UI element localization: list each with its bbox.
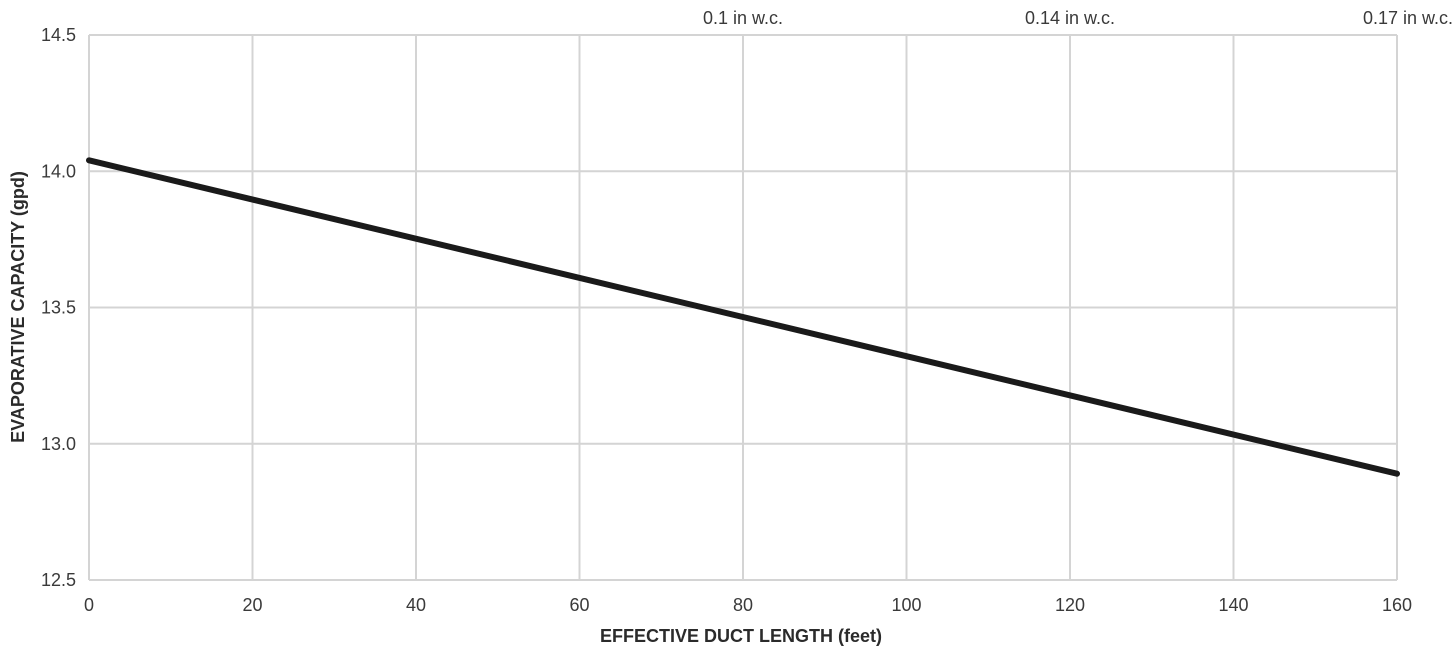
x-axis-title: EFFECTIVE DUCT LENGTH (feet) <box>600 626 882 646</box>
x-tick-label: 80 <box>733 595 753 615</box>
series-line <box>86 157 1400 477</box>
x-tick-label: 140 <box>1218 595 1248 615</box>
y-tick-label: 13.0 <box>41 434 76 454</box>
x-tick-label: 0 <box>84 595 94 615</box>
x-tick-label: 40 <box>406 595 426 615</box>
x-tick-label: 20 <box>242 595 262 615</box>
series-group <box>86 157 1400 477</box>
pressure-annotation: 0.1 in w.c. <box>703 8 783 28</box>
pressure-annotations: 0.1 in w.c. 0.14 in w.c. 0.17 in w.c. <box>703 8 1453 28</box>
y-tick-label: 14.5 <box>41 25 76 45</box>
y-tick-label: 13.5 <box>41 298 76 318</box>
y-tick-label: 14.0 <box>41 161 76 181</box>
pressure-annotation: 0.17 in w.c. <box>1363 8 1453 28</box>
y-axis-title: EVAPORATIVE CAPACITY (gpd) <box>8 171 28 443</box>
x-tick-label: 160 <box>1382 595 1412 615</box>
y-axis-ticks: 12.5 13.0 13.5 14.0 14.5 <box>41 25 76 590</box>
y-tick-label: 12.5 <box>41 570 76 590</box>
grid <box>88 34 1398 581</box>
x-axis-ticks: 0 20 40 60 80 100 120 140 160 <box>84 595 1412 615</box>
x-tick-label: 60 <box>569 595 589 615</box>
x-tick-label: 100 <box>891 595 921 615</box>
pressure-annotation: 0.14 in w.c. <box>1025 8 1115 28</box>
x-tick-label: 120 <box>1055 595 1085 615</box>
